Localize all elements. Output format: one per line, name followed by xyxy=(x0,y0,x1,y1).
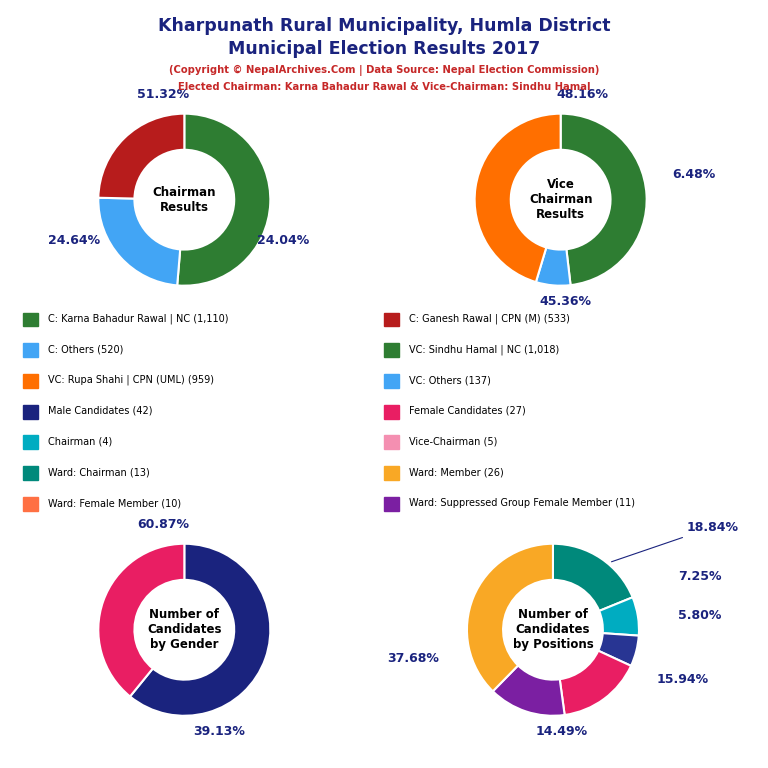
Text: Ward: Member (26): Ward: Member (26) xyxy=(409,467,503,478)
Text: 15.94%: 15.94% xyxy=(656,673,708,686)
Wedge shape xyxy=(475,114,561,282)
Text: 18.84%: 18.84% xyxy=(611,521,738,561)
Text: 39.13%: 39.13% xyxy=(193,725,245,738)
Text: 7.25%: 7.25% xyxy=(677,570,721,583)
Text: VC: Rupa Shahi | CPN (UML) (959): VC: Rupa Shahi | CPN (UML) (959) xyxy=(48,375,214,386)
Text: Vice-Chairman (5): Vice-Chairman (5) xyxy=(409,436,497,447)
Wedge shape xyxy=(98,544,184,697)
Wedge shape xyxy=(536,247,571,286)
Text: 24.04%: 24.04% xyxy=(257,234,310,247)
Text: C: Ganesh Rawal | CPN (M) (533): C: Ganesh Rawal | CPN (M) (533) xyxy=(409,313,569,324)
Text: 6.48%: 6.48% xyxy=(673,168,716,181)
Text: Number of
Candidates
by Gender: Number of Candidates by Gender xyxy=(147,608,222,651)
Wedge shape xyxy=(560,650,631,715)
Wedge shape xyxy=(598,633,639,666)
Text: 51.32%: 51.32% xyxy=(137,88,189,101)
Text: (Copyright © NepalArchives.Com | Data Source: Nepal Election Commission): (Copyright © NepalArchives.Com | Data So… xyxy=(169,65,599,75)
Wedge shape xyxy=(98,197,180,286)
Text: Municipal Election Results 2017: Municipal Election Results 2017 xyxy=(228,40,540,58)
Text: VC: Sindhu Hamal | NC (1,018): VC: Sindhu Hamal | NC (1,018) xyxy=(409,344,559,355)
Text: 5.80%: 5.80% xyxy=(677,608,721,621)
Text: Number of
Candidates
by Positions: Number of Candidates by Positions xyxy=(512,608,594,651)
Wedge shape xyxy=(561,114,647,285)
Text: 45.36%: 45.36% xyxy=(539,295,591,308)
Wedge shape xyxy=(467,544,553,691)
Text: Vice
Chairman
Results: Vice Chairman Results xyxy=(529,178,592,221)
Wedge shape xyxy=(553,544,633,611)
Text: 60.87%: 60.87% xyxy=(137,518,189,531)
Text: 37.68%: 37.68% xyxy=(388,653,439,665)
Wedge shape xyxy=(98,114,184,199)
Text: 48.16%: 48.16% xyxy=(556,88,608,101)
Text: Female Candidates (27): Female Candidates (27) xyxy=(409,406,525,416)
Text: 24.64%: 24.64% xyxy=(48,234,101,247)
Text: C: Others (520): C: Others (520) xyxy=(48,344,123,355)
Text: Ward: Suppressed Group Female Member (11): Ward: Suppressed Group Female Member (11… xyxy=(409,498,634,508)
Wedge shape xyxy=(599,598,639,636)
Text: Elected Chairman: Karna Bahadur Rawal & Vice-Chairman: Sindhu Hamal: Elected Chairman: Karna Bahadur Rawal & … xyxy=(177,82,591,92)
Text: Ward: Female Member (10): Ward: Female Member (10) xyxy=(48,498,180,508)
Text: Chairman (4): Chairman (4) xyxy=(48,436,112,447)
Text: Chairman
Results: Chairman Results xyxy=(153,186,216,214)
Wedge shape xyxy=(493,665,564,716)
Wedge shape xyxy=(130,544,270,716)
Text: C: Karna Bahadur Rawal | NC (1,110): C: Karna Bahadur Rawal | NC (1,110) xyxy=(48,313,228,324)
Text: VC: Others (137): VC: Others (137) xyxy=(409,375,491,386)
Text: 14.49%: 14.49% xyxy=(535,725,588,738)
Text: Ward: Chairman (13): Ward: Chairman (13) xyxy=(48,467,149,478)
Text: Male Candidates (42): Male Candidates (42) xyxy=(48,406,152,416)
Wedge shape xyxy=(177,114,270,286)
Text: Kharpunath Rural Municipality, Humla District: Kharpunath Rural Municipality, Humla Dis… xyxy=(157,17,611,35)
